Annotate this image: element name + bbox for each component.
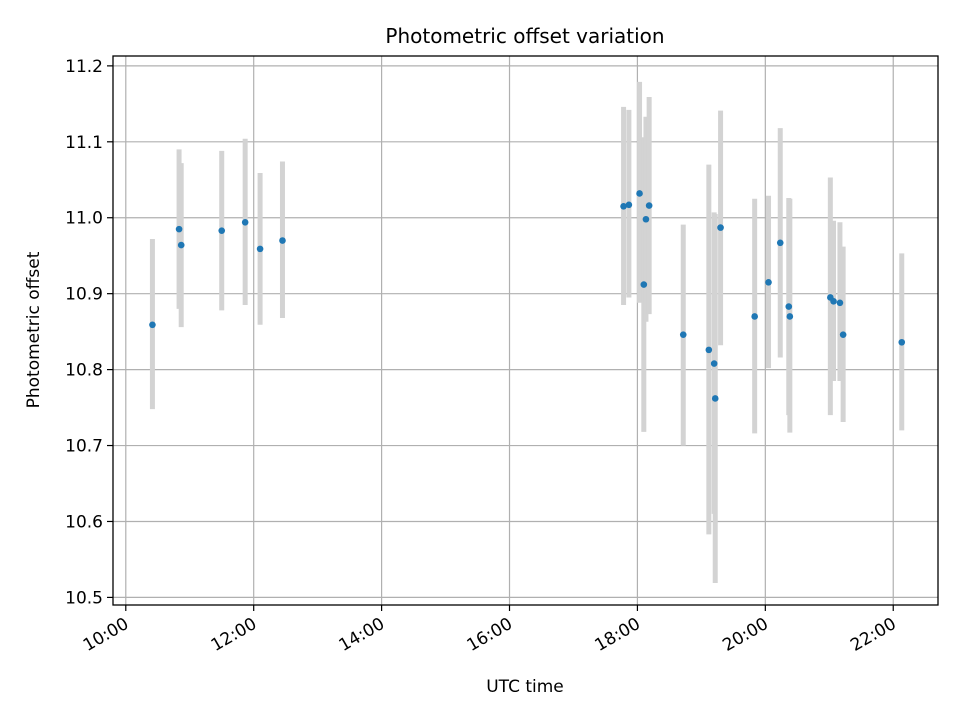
data-point — [786, 313, 794, 320]
y-tick-label: 11.2 — [65, 57, 103, 77]
data-point — [642, 215, 650, 223]
data-point — [711, 395, 719, 402]
data-point — [241, 218, 249, 226]
x-axis-label: UTC time — [486, 677, 564, 697]
data-point — [645, 202, 653, 209]
y-axis-ticks: 10.5 10.6 10.7 10.8 10.9 11.0 11.1 11.2 — [65, 57, 113, 608]
data-point — [705, 346, 713, 354]
y-tick-label: 11.0 — [65, 209, 103, 229]
data-point — [751, 313, 758, 320]
data-point — [836, 299, 844, 307]
data-point — [839, 331, 847, 338]
data-point — [256, 245, 264, 253]
data-point — [620, 203, 627, 210]
data-point — [898, 338, 906, 346]
data-point — [149, 321, 156, 329]
data-point — [710, 360, 718, 367]
data-point — [177, 241, 185, 249]
data-point — [717, 224, 724, 231]
data-point — [625, 201, 633, 209]
y-tick-label: 10.7 — [65, 437, 103, 457]
data-point — [636, 190, 643, 197]
y-tick-label: 10.6 — [65, 512, 103, 532]
data-points — [149, 190, 906, 402]
y-tick-label: 10.9 — [65, 285, 103, 305]
chart-title: Photometric offset variation — [385, 24, 664, 48]
data-point — [640, 281, 648, 288]
data-point — [279, 237, 286, 244]
data-point — [175, 225, 183, 233]
data-point — [830, 297, 837, 305]
data-point — [765, 278, 772, 286]
y-tick-label: 10.8 — [65, 361, 103, 381]
data-point — [776, 239, 784, 247]
data-point — [218, 227, 226, 234]
data-point — [679, 331, 687, 338]
data-point — [785, 303, 793, 310]
plot-area-frame — [112, 55, 939, 606]
y-axis-label: Photometric offset — [24, 251, 44, 408]
y-tick-label: 10.5 — [65, 588, 103, 608]
y-tick-label: 11.1 — [65, 133, 103, 153]
grid-lines — [113, 56, 938, 605]
